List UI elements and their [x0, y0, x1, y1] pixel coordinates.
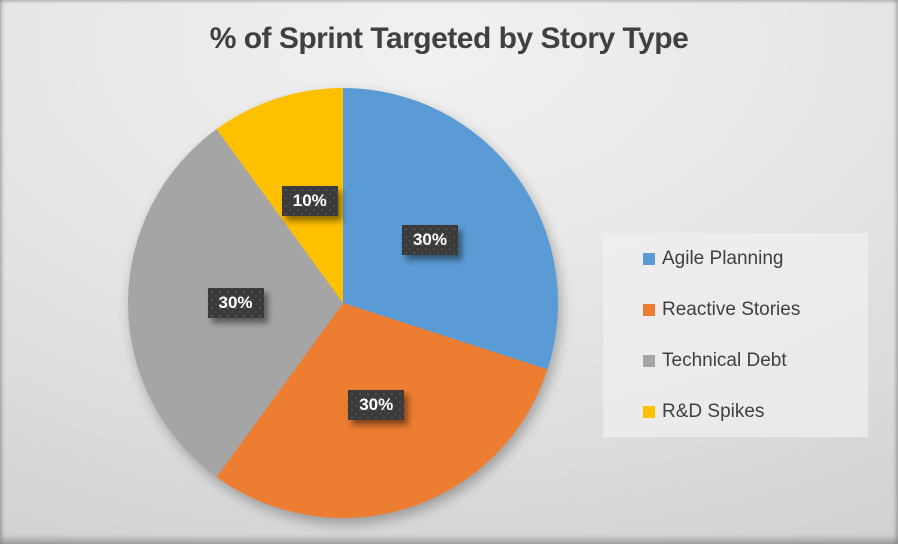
legend-swatch-r-d-spikes	[643, 406, 655, 418]
legend-item-r-d-spikes: R&D Spikes	[603, 386, 868, 437]
legend: Agile Planning Reactive Stories Technical …	[603, 233, 868, 437]
legend-swatch-agile-planning	[643, 253, 655, 265]
legend-item-agile-planning: Agile Planning	[603, 233, 868, 284]
legend-item-reactive-stories: Reactive Stories	[603, 284, 868, 335]
legend-label: R&D Spikes	[662, 400, 765, 422]
legend-label: Agile Planning	[662, 247, 784, 269]
legend-swatch-technical-debt	[643, 355, 655, 367]
pie-slice-r-d-spikes	[216, 88, 343, 303]
legend-label: Technical Debt	[662, 349, 787, 371]
legend-swatch-reactive-stories	[643, 304, 655, 316]
legend-item-technical-debt: Technical Debt	[603, 335, 868, 386]
pie-svg	[128, 88, 559, 519]
chart-title: % of Sprint Targeted by Story Type	[209, 22, 689, 55]
legend-label: Reactive Stories	[662, 298, 801, 320]
pie-slice-agile-planning	[343, 88, 559, 370]
pie-chart	[127, 87, 559, 519]
